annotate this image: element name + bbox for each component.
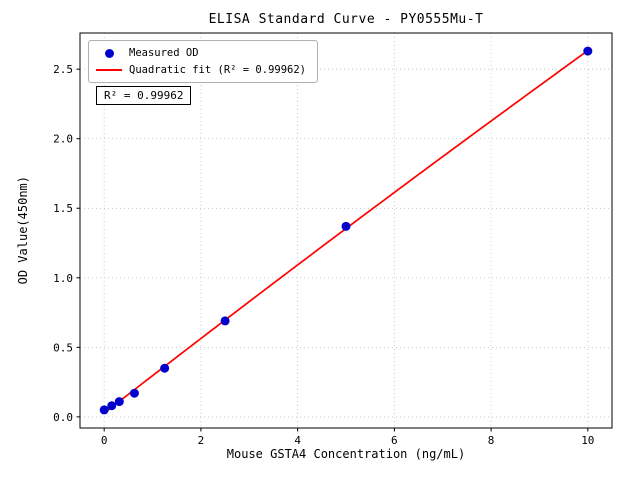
x-tick-label: 8 bbox=[488, 434, 495, 447]
legend-label-fit: Quadratic fit (R² = 0.99962) bbox=[129, 64, 307, 76]
legend-label-measured: Measured OD bbox=[129, 47, 199, 59]
data-point bbox=[129, 388, 139, 398]
x-axis-label: Mouse GSTA4 Concentration (ng/mL) bbox=[226, 447, 466, 461]
x-tick-label: 2 bbox=[198, 434, 205, 447]
data-point bbox=[341, 221, 351, 231]
measured-od-marker bbox=[96, 48, 122, 58]
data-point bbox=[107, 401, 117, 411]
fit-line-marker bbox=[96, 69, 122, 71]
data-point bbox=[114, 397, 124, 407]
chart-title: ELISA Standard Curve - PY0555Mu-T bbox=[208, 12, 484, 27]
x-tick-label: 0 bbox=[101, 434, 108, 447]
x-tick-label: 4 bbox=[294, 434, 301, 447]
y-axis-label: OD Value(450nm) bbox=[16, 176, 30, 285]
data-point bbox=[99, 405, 109, 415]
y-tick-label: 0.0 bbox=[53, 411, 73, 424]
data-point bbox=[583, 46, 593, 56]
x-tick-label: 10 bbox=[581, 434, 594, 447]
y-tick-label: 2.0 bbox=[53, 133, 73, 146]
x-tick-label: 6 bbox=[391, 434, 398, 447]
y-tick-label: 0.5 bbox=[53, 341, 73, 354]
legend-item-measured: Measured OD bbox=[96, 47, 306, 59]
legend-item-fit: Quadratic fit (R² = 0.99962) bbox=[96, 64, 306, 76]
y-tick-label: 2.5 bbox=[53, 63, 73, 76]
y-tick-label: 1.5 bbox=[53, 202, 73, 215]
data-point bbox=[220, 316, 230, 326]
data-point bbox=[160, 363, 170, 373]
y-axis-label-wrap: OD Value(450nm) bbox=[14, 33, 32, 428]
plot-frame bbox=[79, 32, 613, 429]
y-tick-label: 1.0 bbox=[53, 272, 73, 285]
r-squared-annotation: R² = 0.99962 bbox=[96, 86, 192, 105]
legend: Measured OD Quadratic fit (R² = 0.99962) bbox=[88, 40, 319, 83]
